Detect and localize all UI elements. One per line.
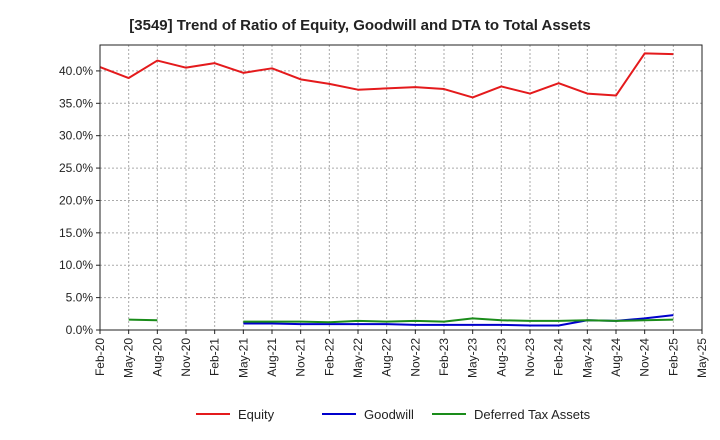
y-tick-label: 40.0% (59, 64, 93, 78)
series-line-equity (99, 52, 674, 99)
series-line-deferred-tax-assets (128, 317, 674, 324)
x-axis-ticks: Feb-20 May-20 Aug-20 Nov-20 Feb-21 May-21 Aug-… (93, 330, 709, 378)
y-tick-label: 0.0% (66, 323, 94, 337)
y-tick-label: 30.0% (59, 129, 93, 143)
x-tick-label: May-21 (236, 338, 250, 378)
x-tick-label: Nov-20 (179, 338, 193, 377)
y-tick-label: 5.0% (66, 291, 94, 305)
x-tick-label: Aug-24 (609, 338, 623, 377)
x-tick-label: Feb-22 (322, 338, 336, 376)
grid (99, 45, 703, 331)
legend-label-equity: Equity (238, 407, 275, 422)
x-tick-label: May-23 (466, 338, 480, 378)
x-tick-label: Nov-24 (638, 338, 652, 377)
x-tick-label: Aug-22 (380, 338, 394, 377)
x-tick-label: Nov-21 (294, 338, 308, 377)
plot-frame (99, 44, 703, 331)
y-tick-label: 20.0% (59, 193, 93, 207)
x-tick-label: Aug-21 (265, 338, 279, 377)
x-tick-label: May-24 (580, 338, 594, 378)
y-tick-label: 15.0% (59, 226, 93, 240)
x-tick-label: Aug-20 (150, 338, 164, 377)
x-tick-label: May-22 (351, 338, 365, 378)
y-tick-label: 10.0% (59, 258, 93, 272)
series-lines (99, 52, 674, 327)
x-tick-label: Feb-24 (552, 338, 566, 376)
x-tick-label: May-20 (122, 338, 136, 378)
y-tick-label: 25.0% (59, 161, 93, 175)
x-tick-label: Feb-23 (437, 338, 451, 376)
x-tick-label: Feb-21 (208, 338, 222, 376)
x-tick-label: Nov-22 (408, 338, 422, 377)
chart-title: [3549] Trend of Ratio of Equity, Goodwil… (129, 17, 590, 34)
y-tick-label: 35.0% (59, 96, 93, 110)
legend-label-goodwill: Goodwill (364, 407, 414, 422)
x-tick-label: May-25 (695, 338, 709, 378)
x-tick-label: Feb-25 (666, 338, 680, 376)
y-axis-ticks: 0.0% 5.0% 10.0% 15.0% 20.0% 25.0% 30.0% 35.0% 40… (59, 64, 100, 337)
legend: Equity Goodwill Deferred Tax Assets (196, 407, 591, 422)
x-tick-label: Feb-20 (93, 338, 107, 376)
x-tick-label: Nov-23 (523, 338, 537, 377)
legend-label-deferred-tax-assets: Deferred Tax Assets (474, 407, 591, 422)
x-tick-label: Aug-23 (494, 338, 508, 377)
